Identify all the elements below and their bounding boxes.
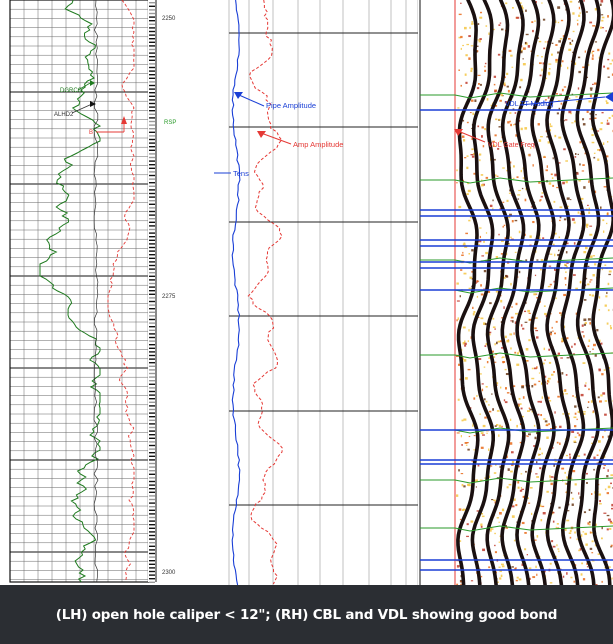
pipe-amplitude-curve [231, 0, 241, 585]
tens-label: Tens [233, 169, 249, 178]
well-log-image: DGRCC ALHD2 B 2250 RSP 2275 2300 Pi [9, 0, 613, 585]
depth-label-2300: 2300 [162, 570, 176, 576]
vdl-panel: VDL TT Mudlog VDL Gate Freq [418, 0, 613, 585]
track-label-alhd2: ALHD2 [54, 112, 74, 118]
caliper-curve [107, 0, 135, 581]
thin-ref-curve [93, 0, 99, 583]
vdl-label-tt: VDL TT Mudlog [505, 101, 554, 108]
track-label-b: B [89, 130, 93, 136]
vdl-label-gate: VDL Gate Freq [488, 142, 535, 149]
depth-label-2250: 2250 [162, 16, 176, 22]
figure-caption: (LH) open hole caliper < 12"; (RH) CBL a… [0, 585, 613, 644]
rsp-label: RSP [164, 120, 176, 126]
depth-track-ticks [149, 2, 155, 583]
track-label-dgrcc: DGRCC [60, 88, 83, 94]
vdl-blue-markers [420, 96, 613, 571]
depth-label-2275: 2275 [162, 294, 176, 300]
amp-amplitude-curve [247, 0, 283, 585]
amp-amplitude-label: Amp Amplitude [293, 140, 343, 149]
gamma-ray-curve [39, 0, 102, 583]
open-hole-log-panel: DGRCC ALHD2 B 2250 RSP 2275 2300 [9, 0, 176, 583]
pipe-amplitude-label: Pipe Amplitude [266, 101, 316, 110]
